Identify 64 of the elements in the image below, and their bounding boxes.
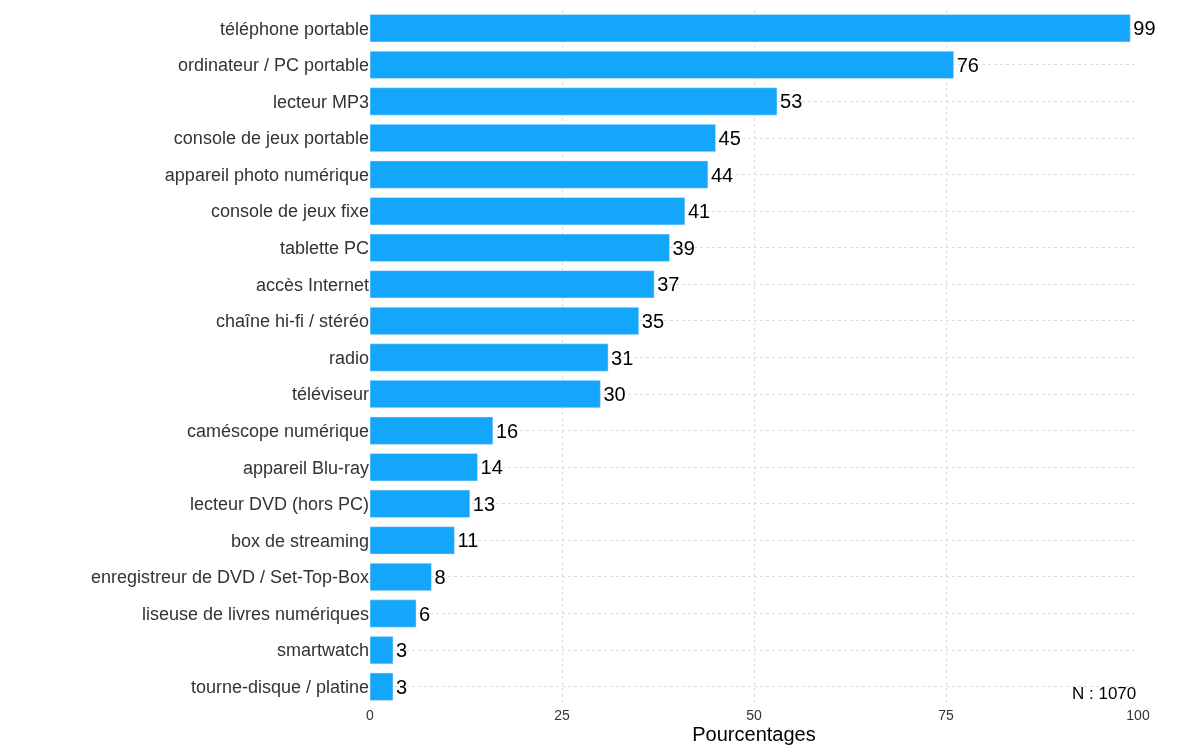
y-tick-label: ordinateur / PC portable [177, 55, 369, 76]
y-tick-label: appareil photo numérique [164, 164, 369, 185]
bar [370, 306, 640, 335]
data-label: 45 [718, 127, 741, 150]
bar [370, 87, 778, 116]
bar [370, 14, 1131, 43]
bar [370, 416, 494, 445]
data-label: 30 [603, 383, 626, 406]
bar [370, 197, 686, 226]
bar [370, 636, 394, 665]
y-tick-label: console de jeux fixe [210, 201, 369, 222]
data-label: 8 [434, 565, 446, 588]
y-tick-label: liseuse de livres numériques [141, 603, 369, 624]
y-tick-label: appareil Blu-ray [242, 457, 369, 478]
data-label: 16 [495, 419, 519, 442]
y-tick-label: accès Internet [255, 274, 369, 295]
y-tick-label: lecteur MP3 [272, 91, 369, 112]
y-tick-label: tablette PC [279, 238, 369, 259]
y-tick-label: radio [328, 347, 369, 368]
x-tick-label: 100 [1126, 707, 1150, 723]
bar [370, 270, 655, 299]
y-tick-label: téléphone portable [219, 18, 369, 39]
data-label: 6 [419, 602, 431, 625]
x-tick-label: 0 [366, 707, 375, 723]
data-label: 3 [396, 675, 408, 698]
y-tick-label: chaîne hi-fi / stéréo [215, 311, 369, 332]
data-label: 11 [457, 529, 479, 552]
data-label: 76 [956, 53, 979, 76]
y-tick-label: caméscope numérique [186, 420, 369, 441]
bar [370, 599, 417, 628]
data-label: 44 [710, 163, 734, 186]
bar [370, 50, 954, 79]
data-label: 35 [641, 309, 665, 332]
x-tick-label: 75 [938, 707, 954, 723]
bar [370, 233, 670, 262]
bar [370, 124, 716, 152]
x-axis-title: Pourcentages [692, 723, 816, 745]
y-tick-label: box de streaming [230, 530, 369, 551]
data-label: 14 [480, 456, 503, 479]
y-tick-label: tourne-disque / platine [190, 677, 369, 698]
y-tick-label: console de jeux portable [173, 128, 369, 149]
x-tick-label: 50 [746, 707, 762, 723]
data-label: 31 [611, 346, 634, 369]
annotation: N : 1070 [1072, 684, 1137, 703]
data-label: 53 [780, 90, 803, 113]
bar [370, 672, 394, 701]
data-label: 13 [472, 492, 496, 515]
data-label: 99 [1133, 17, 1156, 40]
bar [370, 526, 455, 555]
y-tick-label: téléviseur [291, 384, 369, 405]
bar [370, 380, 601, 409]
data-label: 39 [672, 236, 695, 259]
y-tick-label: enregistreur de DVD / Set-Top-Box [90, 567, 369, 588]
bar [370, 489, 471, 518]
bar [370, 343, 609, 372]
x-tick-label: 25 [554, 707, 570, 723]
data-label: 37 [657, 273, 680, 296]
bar [370, 563, 432, 591]
bar [370, 160, 709, 189]
y-tick-label: smartwatch [276, 640, 369, 661]
data-label: 3 [396, 639, 408, 662]
bar [370, 453, 478, 482]
y-tick-label: lecteur DVD (hors PC) [189, 494, 369, 515]
data-label: 41 [687, 200, 711, 223]
